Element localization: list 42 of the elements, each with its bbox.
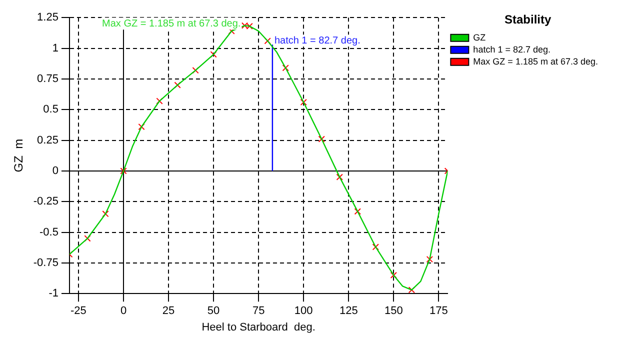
point <box>372 244 379 250</box>
x-tick-label: 175 <box>429 305 448 318</box>
annotation: Max GZ = 1.185 m at 67.3 deg. <box>102 18 241 30</box>
y-tick-label: -0.25 <box>33 196 58 208</box>
legend-label: Max GZ = 1.185 m at 67.3 deg. <box>473 56 598 66</box>
x-tick-label: 0 <box>120 305 127 318</box>
y-axis-title: GZ m <box>12 138 26 172</box>
point <box>120 168 127 174</box>
point <box>354 208 361 215</box>
point <box>318 136 325 142</box>
x-tick-label: -25 <box>70 305 86 318</box>
legend-title: Stability <box>504 12 552 26</box>
legend-label: GZ <box>473 32 486 42</box>
y-tick-label: 1 <box>52 42 58 54</box>
x-tick-label: 150 <box>384 305 403 318</box>
point <box>246 22 253 30</box>
y-tick-label: 0 <box>52 164 58 177</box>
y-tick-label: 0.5 <box>43 104 58 116</box>
point <box>426 256 433 263</box>
point <box>241 22 248 29</box>
point <box>390 272 397 279</box>
y-tick-label: -1 <box>48 288 58 300</box>
y-tick-label: 0.25 <box>37 134 58 146</box>
point <box>210 51 217 58</box>
point <box>300 98 307 106</box>
point <box>84 235 91 242</box>
point <box>102 210 109 218</box>
x-tick-label: 25 <box>162 305 175 318</box>
point <box>282 64 289 72</box>
x-tick-label: 75 <box>252 305 265 318</box>
y-tick-label: -0.75 <box>33 256 58 269</box>
point <box>138 123 145 130</box>
x-tick-label: 125 <box>339 305 358 318</box>
annotation: hatch 1 = 82.7 deg. <box>274 35 360 46</box>
x-tick-label: 100 <box>294 305 313 318</box>
y-tick-label: 1.25 <box>37 12 58 24</box>
y-tick-label: -0.5 <box>40 226 58 238</box>
legend-label: hatch 1 = 82.7 deg. <box>473 44 551 54</box>
y-tick-label: 0.75 <box>37 72 58 85</box>
x-tick-label: 50 <box>207 305 220 318</box>
point <box>336 174 343 180</box>
x-axis-title: Heel to Starboard deg. <box>202 321 316 334</box>
